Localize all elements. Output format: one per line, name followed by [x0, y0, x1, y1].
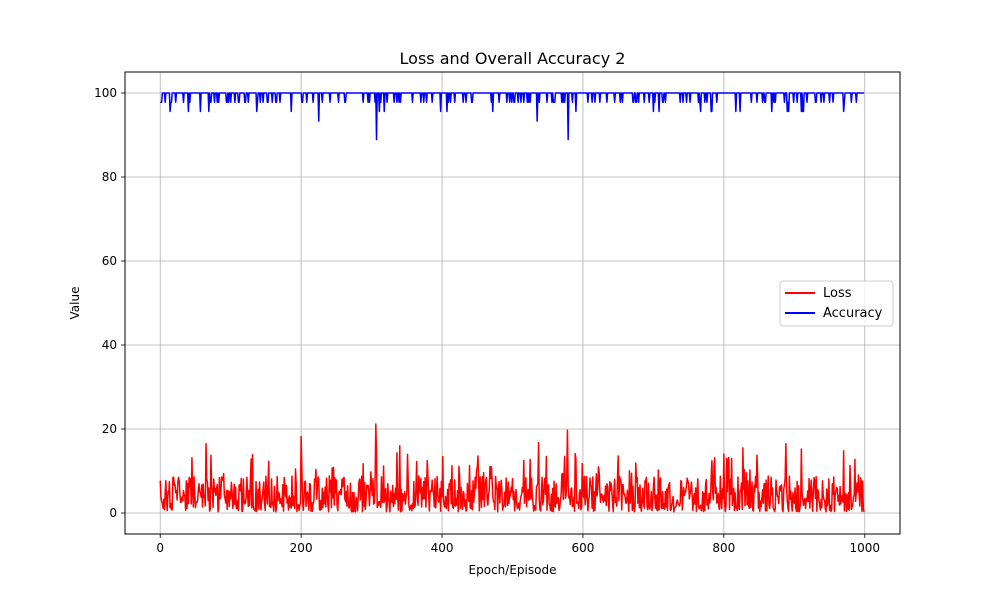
series-loss-line [159, 423, 865, 513]
axis-ticks: 0 200 400 600 800 1000 0 20 40 60 80 100 [94, 86, 880, 555]
series-accuracy-line [160, 92, 865, 141]
legend: Loss Accuracy [779, 280, 894, 327]
legend-label-loss: Loss [823, 286, 852, 301]
series-layer [159, 92, 865, 513]
x-tick-label: 200 [290, 541, 313, 555]
x-tick-label: 600 [572, 541, 595, 555]
y-tick-label: 100 [94, 86, 117, 100]
chart-title: Loss and Overall Accuracy 2 [400, 49, 626, 68]
plot-frame [124, 71, 901, 535]
y-tick-label: 80 [102, 170, 117, 184]
x-tick-label: 1000 [849, 541, 880, 555]
x-tick-label: 400 [431, 541, 454, 555]
y-tick-label: 40 [102, 338, 117, 352]
x-tick-label: 800 [712, 541, 735, 555]
x-axis-label: Epoch/Episode [469, 563, 557, 577]
y-tick-label: 60 [102, 254, 117, 268]
y-tick-label: 0 [109, 506, 117, 520]
grid-lines [125, 72, 900, 534]
x-tick-label: 0 [156, 541, 164, 555]
y-tick-label: 20 [102, 422, 117, 436]
y-axis-label: Value [68, 287, 82, 320]
legend-label-accuracy: Accuracy [823, 306, 883, 321]
